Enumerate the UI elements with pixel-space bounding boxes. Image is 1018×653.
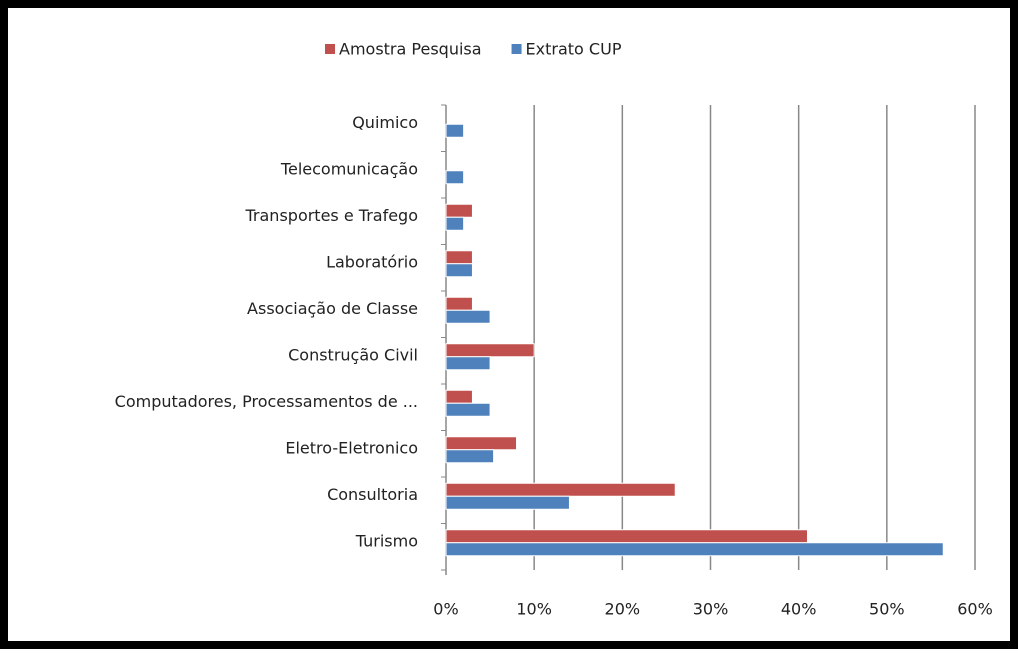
x-tick-label: 30% xyxy=(693,600,729,619)
y-tick-label: Consultoria xyxy=(327,485,418,504)
y-tick-label: Associação de Classe xyxy=(247,299,418,318)
y-tick-label: Computadores, Processamentos de ... xyxy=(115,392,418,411)
bar xyxy=(445,449,495,464)
bar xyxy=(445,216,465,231)
legend-swatch xyxy=(511,44,522,54)
y-tick-label: Telecomunicação xyxy=(280,159,418,178)
bar xyxy=(445,203,473,218)
x-tick-label: 60% xyxy=(957,600,993,619)
x-tick-label: 40% xyxy=(781,600,817,619)
y-tick-label: Construção Civil xyxy=(288,345,418,364)
x-tick-label: 10% xyxy=(516,600,552,619)
y-tick-label: Laboratório xyxy=(326,252,418,271)
y-tick-label: Quimico xyxy=(352,113,418,132)
bar xyxy=(445,343,535,358)
bar xyxy=(445,170,465,185)
bar xyxy=(445,436,518,451)
legend-swatch xyxy=(325,44,335,54)
bar xyxy=(445,296,473,311)
bar xyxy=(445,529,808,544)
x-tick-label: 20% xyxy=(605,600,641,619)
x-tick-label: 50% xyxy=(869,600,905,619)
bar xyxy=(445,402,491,417)
bar xyxy=(445,389,473,404)
bar xyxy=(445,250,473,265)
y-tick-label: Transportes e Trafego xyxy=(245,206,419,225)
bar xyxy=(445,356,491,371)
bar xyxy=(445,542,944,557)
legend-label: Amostra Pesquisa xyxy=(339,40,482,59)
bar xyxy=(445,482,676,497)
bar xyxy=(445,309,491,324)
y-tick-label: Turismo xyxy=(355,531,418,550)
x-tick-label: 0% xyxy=(433,600,458,619)
legend-label: Extrato CUP xyxy=(526,40,622,59)
bar xyxy=(445,495,570,510)
bar xyxy=(445,123,465,138)
y-tick-label: Eletro-Eletronico xyxy=(285,438,418,457)
bar xyxy=(445,263,473,278)
